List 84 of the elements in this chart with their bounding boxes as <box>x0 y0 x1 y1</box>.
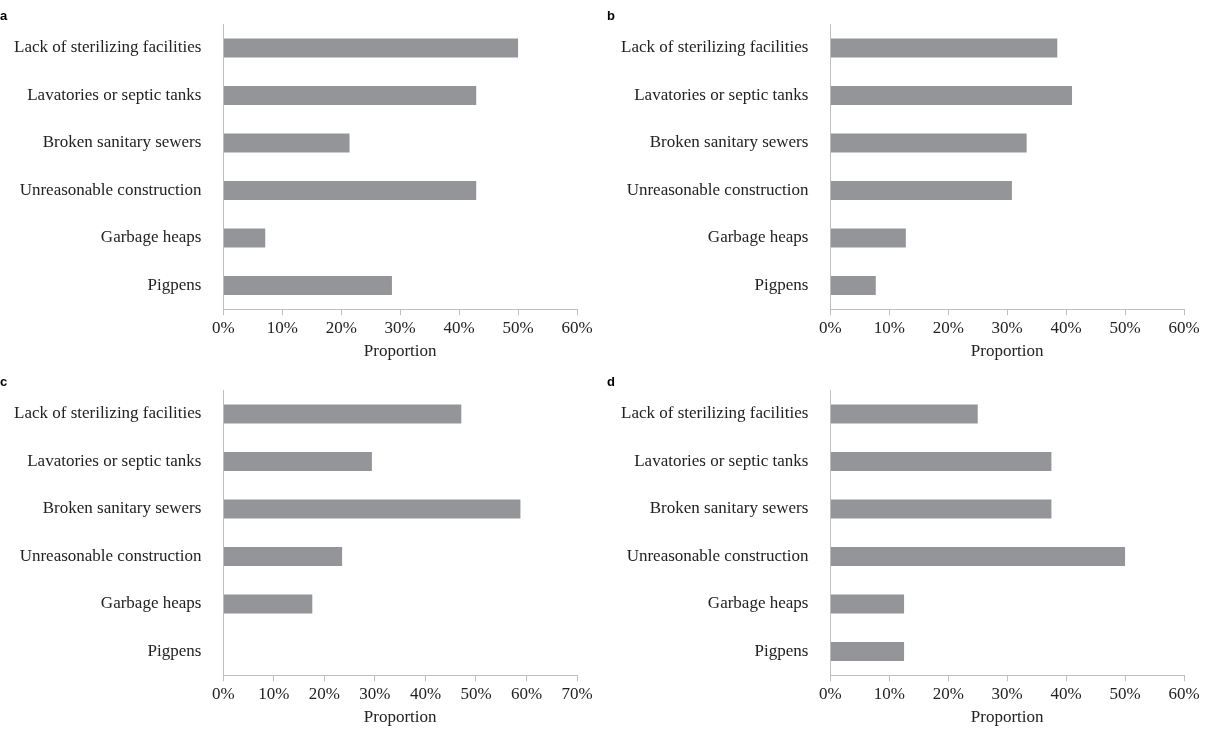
bar <box>830 38 1058 58</box>
y-tick-label: Garbage heaps <box>707 227 809 247</box>
y-tick-label: Lack of sterilizing facilities <box>620 403 809 423</box>
x-tick-label: 50% <box>1109 683 1141 703</box>
x-tick-label: 40% <box>443 317 475 337</box>
y-tick-label: Broken sanitary sewers <box>42 132 202 152</box>
x-axis-title: Proportion <box>970 341 1045 361</box>
x-tick-label: 30% <box>359 683 391 703</box>
y-tick-label: Garbage heaps <box>707 593 809 613</box>
y-tick-label: Lack of sterilizing facilities <box>620 37 809 57</box>
y-tick-label: Lavatories or septic tanks <box>634 84 809 104</box>
x-tick-label: 50% <box>502 317 534 337</box>
y-tick-label: Unreasonable construction <box>19 545 202 565</box>
y-tick-label: Broken sanitary sewers <box>649 498 809 518</box>
x-tick-label: 30% <box>991 683 1023 703</box>
bar <box>223 594 313 614</box>
y-tick-label: Unreasonable construction <box>19 179 202 199</box>
y-tick-label: Lavatories or septic tanks <box>27 450 202 470</box>
x-tick-label: 50% <box>1109 317 1141 337</box>
y-tick-label: Pigpens <box>754 274 809 294</box>
x-axis-title: Proportion <box>363 707 438 727</box>
bar <box>223 38 519 58</box>
y-tick-label: Unreasonable construction <box>626 179 809 199</box>
y-tick-label: Garbage heaps <box>100 593 202 613</box>
bar <box>830 228 906 248</box>
bar <box>830 594 905 614</box>
x-tick-label: 60% <box>561 317 593 337</box>
bar <box>223 499 521 519</box>
x-tick-label: 30% <box>384 317 416 337</box>
bar <box>223 133 350 153</box>
text: a <box>0 7 8 23</box>
bar <box>830 85 1073 105</box>
bar <box>223 275 392 295</box>
x-tick-label: 50% <box>460 683 492 703</box>
x-tick-label: 10% <box>266 317 298 337</box>
x-tick-label: 0% <box>212 317 235 337</box>
x-tick-label: 20% <box>932 317 964 337</box>
bar <box>830 499 1052 519</box>
x-tick-label: 20% <box>308 683 341 703</box>
x-tick-label: 10% <box>873 683 905 703</box>
y-tick-label: Broken sanitary sewers <box>649 132 809 152</box>
bar <box>223 85 477 105</box>
bar <box>830 451 1052 471</box>
text: b <box>607 7 615 23</box>
bar <box>223 546 343 566</box>
x-tick-label: 40% <box>1050 317 1082 337</box>
y-tick-label: Lack of sterilizing facilities <box>13 403 202 423</box>
x-axis-title: Proportion <box>970 707 1045 727</box>
x-axis-title: Proportion <box>363 341 438 361</box>
y-tick-label: Broken sanitary sewers <box>42 498 202 518</box>
x-tick-label: 60% <box>1168 683 1200 703</box>
x-tick-label: 0% <box>212 683 235 703</box>
x-tick-label: 40% <box>1050 683 1082 703</box>
y-tick-label: Pigpens <box>147 640 202 660</box>
bar <box>830 180 1012 200</box>
y-tick-label: Garbage heaps <box>100 227 202 247</box>
y-tick-label: Pigpens <box>754 640 809 660</box>
x-tick-label: 10% <box>873 317 905 337</box>
y-tick-label: Lavatories or septic tanks <box>27 84 202 104</box>
y-tick-label: Pigpens <box>147 274 202 294</box>
y-tick-label: Unreasonable construction <box>626 545 809 565</box>
x-tick-label: 20% <box>325 317 357 337</box>
x-tick-label: 20% <box>932 683 964 703</box>
text: d <box>607 373 615 389</box>
bar <box>830 133 1027 153</box>
bar <box>223 451 372 471</box>
x-tick-label: 70% <box>561 683 593 703</box>
bar <box>223 228 266 248</box>
bar <box>223 180 477 200</box>
bar <box>830 404 978 424</box>
y-tick-label: Lack of sterilizing facilities <box>13 37 202 57</box>
x-tick-label: 10% <box>258 683 290 703</box>
y-tick-label: Lavatories or septic tanks <box>634 450 809 470</box>
x-tick-label: 30% <box>991 317 1023 337</box>
bar <box>830 641 905 661</box>
bar <box>830 275 876 295</box>
text: c <box>0 373 8 389</box>
x-tick-label: 0% <box>819 683 842 703</box>
x-tick-label: 60% <box>1168 317 1200 337</box>
bar <box>830 546 1126 566</box>
x-tick-label: 40% <box>409 683 442 703</box>
x-tick-label: 0% <box>819 317 842 337</box>
bar <box>223 404 462 424</box>
x-tick-label: 60% <box>510 683 543 703</box>
